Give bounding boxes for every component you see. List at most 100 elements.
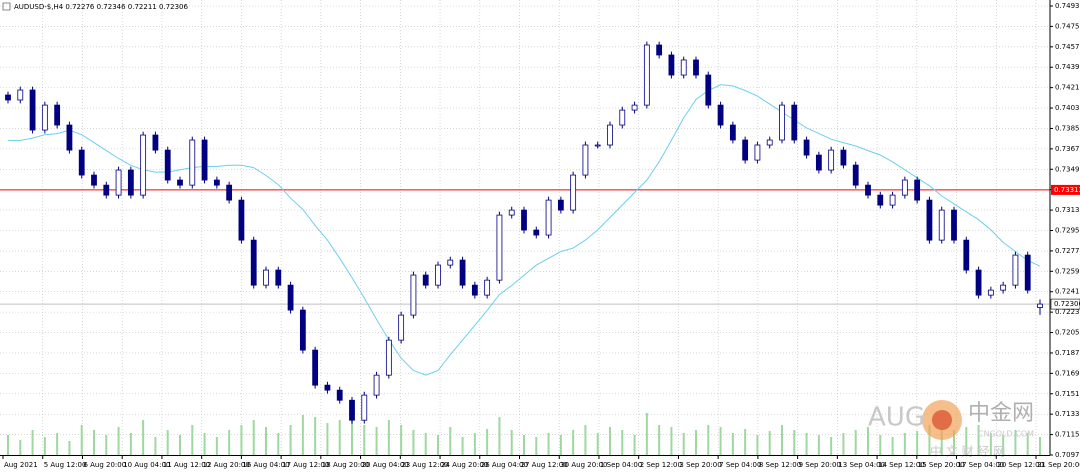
y-tick-label: 0.74575 xyxy=(1055,43,1080,51)
volume-bar xyxy=(68,441,71,455)
candle-body xyxy=(484,279,491,296)
volume-bar xyxy=(215,437,218,455)
candle-body xyxy=(545,199,552,236)
volume-bar xyxy=(56,433,59,455)
candle-body xyxy=(287,284,294,311)
candle-body xyxy=(385,339,392,376)
volume-bar xyxy=(547,433,550,455)
y-tick-label: 0.74755 xyxy=(1055,22,1080,30)
candle-body xyxy=(410,274,417,316)
volume-bar xyxy=(117,427,120,455)
candle-body xyxy=(140,134,147,196)
candle-body xyxy=(619,109,626,126)
y-tick-label: 0.72955 xyxy=(1055,227,1080,235)
candle-body xyxy=(447,259,454,266)
x-tick-label: 17 Sep 04:00 xyxy=(958,461,1005,469)
candle-body xyxy=(631,104,638,111)
x-tick-label: 1 Sep 04:00 xyxy=(600,461,642,469)
candle-body xyxy=(91,174,97,186)
candle-body xyxy=(299,309,306,351)
x-tick-label: Aug 2021 xyxy=(4,461,38,469)
volume-bar xyxy=(695,430,697,455)
bid-label-box xyxy=(1050,298,1080,310)
x-tick-label: 21 Sep 20:00 xyxy=(1037,461,1080,469)
y-tick-label: 0.70975 xyxy=(1055,451,1080,459)
candle-body xyxy=(828,149,835,171)
candle-body xyxy=(17,89,24,101)
volume-bar xyxy=(719,427,722,455)
watermark-text: CNGOLD.COM xyxy=(978,430,1034,439)
volume-bar xyxy=(609,427,611,455)
volume-bar xyxy=(154,437,157,455)
candle-body xyxy=(349,399,355,421)
volume-bar xyxy=(731,433,734,455)
volume-bar xyxy=(658,425,661,455)
y-tick-label: 0.72055 xyxy=(1055,329,1080,337)
candle-body xyxy=(1012,254,1019,286)
volume-bar xyxy=(989,433,992,455)
x-tick-label: 23 Aug 12:00 xyxy=(401,461,448,469)
candle-body xyxy=(336,389,343,401)
volume-bar xyxy=(43,437,46,455)
x-tick-label: 9 Sep 20:00 xyxy=(799,461,841,469)
volume-bar xyxy=(621,430,624,455)
candle-body xyxy=(312,349,319,386)
candle-body xyxy=(471,284,478,296)
y-tick-label: 0.71875 xyxy=(1055,349,1080,357)
candle-body xyxy=(656,44,663,56)
candle-body xyxy=(324,384,331,391)
candle-body xyxy=(435,264,441,286)
x-tick-label: 26 Aug 04:00 xyxy=(481,461,528,469)
watermark: AUG 中金网 CNGOLD.COM 中 文 财 经 网 xyxy=(868,400,1034,459)
symbol: AUDUSD-$,H4 xyxy=(14,3,64,11)
volume-bar xyxy=(105,435,108,455)
y-tick-label: 0.74935 xyxy=(1055,2,1080,10)
candle-body xyxy=(103,184,110,196)
volume-bar xyxy=(203,433,206,455)
volume-bar xyxy=(817,435,820,455)
volume-bar xyxy=(953,430,955,455)
candle-body xyxy=(877,194,884,206)
volume-bar xyxy=(977,425,980,455)
volume-bar xyxy=(387,420,390,455)
volume-bar xyxy=(903,433,906,455)
plot xyxy=(0,41,1050,424)
volume-bar xyxy=(707,425,710,455)
x-tick-label: 18 Aug 20:00 xyxy=(322,461,369,469)
y-tick-label: 0.72235 xyxy=(1055,308,1080,316)
y-tick-label: 0.73675 xyxy=(1055,145,1080,153)
candle-body xyxy=(127,169,134,196)
candle-body xyxy=(54,104,61,126)
candle-body xyxy=(693,59,699,76)
candle-body xyxy=(213,179,220,186)
candle-body xyxy=(951,209,957,241)
open: 0.72276 xyxy=(65,3,94,11)
candle-body xyxy=(938,209,945,241)
volume-bar xyxy=(412,430,415,455)
volume-bar xyxy=(289,425,292,455)
candle-body xyxy=(422,274,429,286)
volume-layer xyxy=(7,413,1041,455)
header-icon xyxy=(2,2,11,11)
candle-body xyxy=(508,209,515,216)
volume-bar xyxy=(867,427,869,455)
candle-body xyxy=(1024,254,1031,291)
volume-bar xyxy=(879,435,882,455)
candle-body xyxy=(754,144,761,161)
candle-body xyxy=(459,259,466,286)
volume-bar xyxy=(682,433,685,455)
candle-body xyxy=(914,179,921,201)
x-tick-label: 20 Aug 04:00 xyxy=(362,461,409,469)
watermark-text: 中金网 xyxy=(968,401,1034,426)
x-tick-label: 12 Aug 20:00 xyxy=(203,461,250,469)
candle-body xyxy=(840,149,847,166)
volume-bar xyxy=(314,417,317,455)
y-tick-label: 0.74215 xyxy=(1055,84,1080,92)
volume-bar xyxy=(559,435,562,455)
volume-bar xyxy=(19,440,22,455)
candle-body xyxy=(238,199,245,241)
volume-bar xyxy=(940,429,943,455)
